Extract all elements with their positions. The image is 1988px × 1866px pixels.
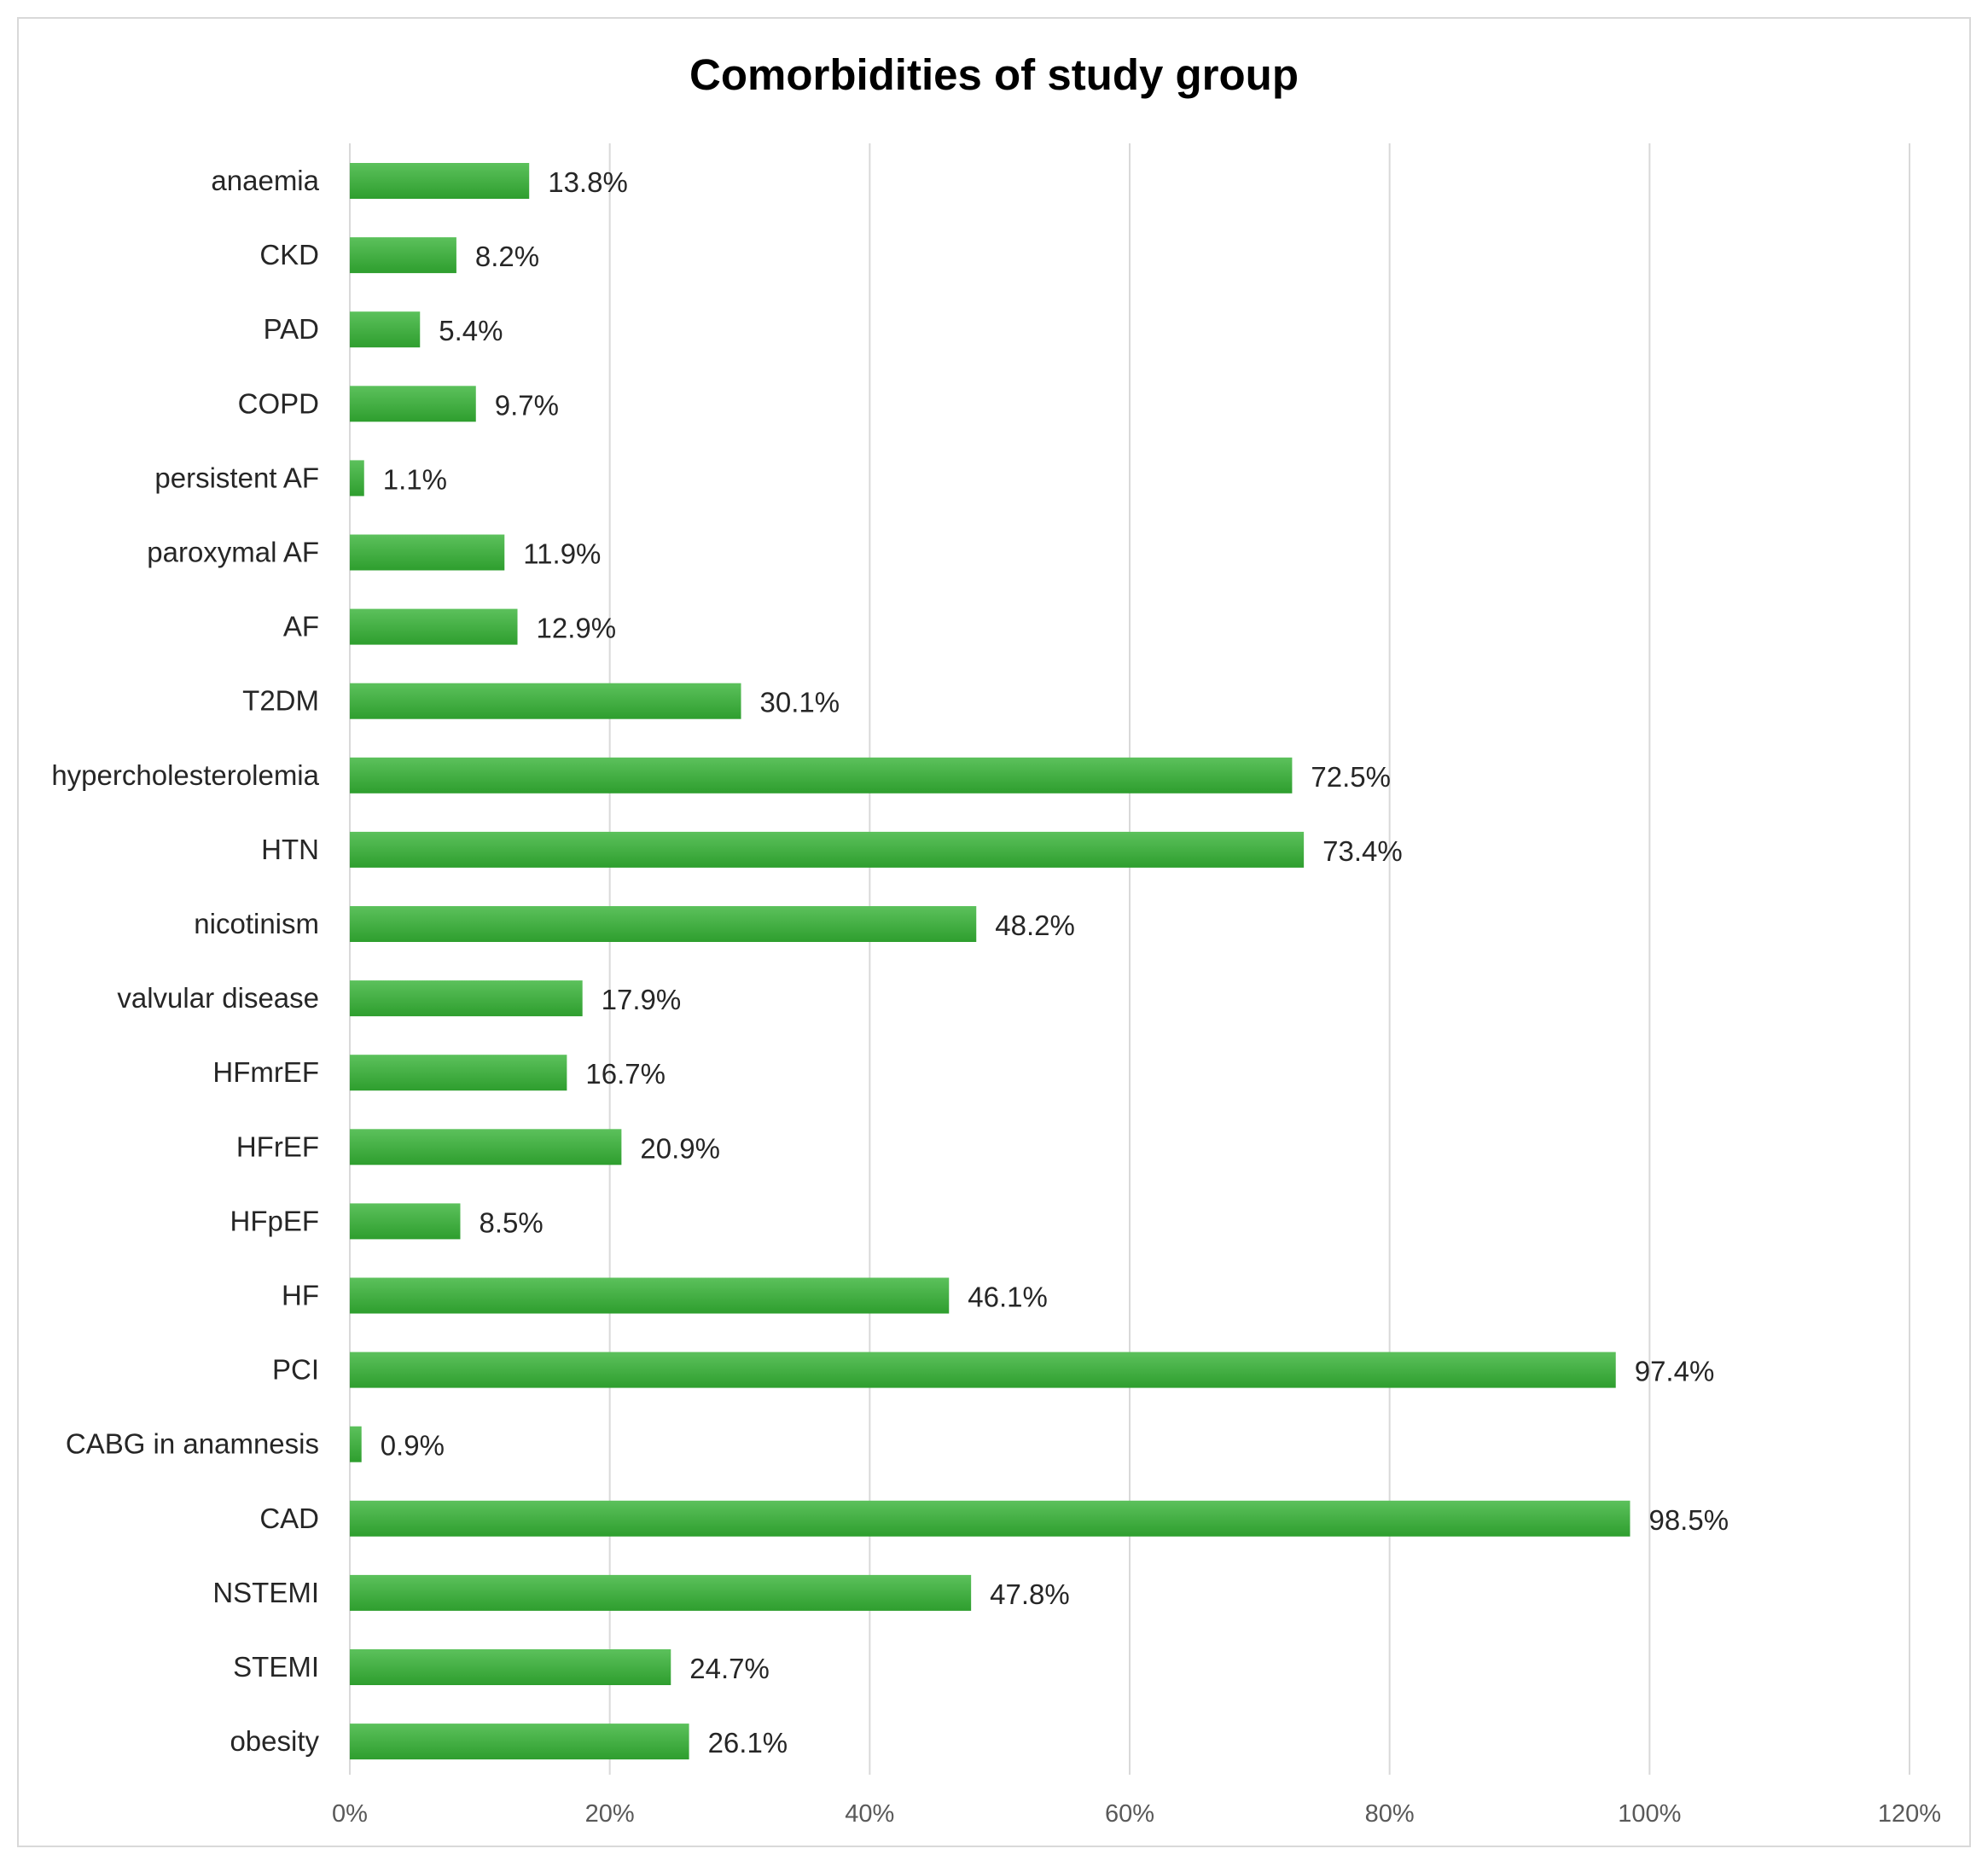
category-label: CAD (259, 1503, 319, 1534)
value-label: 98.5% (1648, 1504, 1729, 1536)
value-label: 8.2% (475, 241, 539, 272)
bar (350, 980, 583, 1017)
bar (350, 608, 518, 645)
bar (350, 534, 505, 571)
category-label: obesity (230, 1725, 319, 1757)
value-label: 47.8% (990, 1578, 1070, 1610)
bar (350, 683, 741, 719)
category-label: CKD (259, 239, 319, 270)
value-label: 5.4% (439, 315, 503, 346)
bar (350, 237, 456, 274)
x-tick-label: 120% (1878, 1800, 1941, 1828)
category-label: STEMI (233, 1651, 319, 1683)
value-label: 72.5% (1311, 761, 1391, 793)
bar (350, 386, 476, 422)
value-label: 17.9% (602, 984, 682, 1015)
value-label: 73.4% (1322, 835, 1403, 867)
category-label: T2DM (242, 685, 319, 717)
x-tick-label: 0% (332, 1800, 368, 1828)
category-label: HFpEF (230, 1205, 319, 1236)
bar (350, 1500, 1631, 1537)
chart-frame (17, 17, 1971, 1847)
value-label: 11.9% (523, 538, 601, 570)
value-label: 1.1% (383, 463, 447, 495)
bar (350, 757, 1293, 793)
chart-title: Comorbidities of study group (689, 50, 1299, 99)
category-label: PAD (264, 313, 319, 345)
value-label: 13.8% (548, 166, 628, 198)
x-tick-label: 60% (1105, 1800, 1154, 1828)
category-label: NSTEMI (212, 1577, 319, 1608)
bar (350, 831, 1305, 868)
value-label: 46.1% (968, 1282, 1048, 1313)
bar (350, 1203, 461, 1240)
category-label: hypercholesterolemia (51, 759, 319, 791)
value-labels: 13.8% 8.2% 5.4% 9.7% 1.1% 11.9% 12.9% 30.1% 72.5… (381, 166, 1729, 1758)
bar (350, 1129, 622, 1166)
category-labels: anaemia CKD PAD COPD persistent AF paroxymal … (51, 165, 319, 1757)
category-label: HFrEF (236, 1131, 319, 1162)
x-tick-label: 20% (585, 1800, 635, 1828)
category-label: valvular disease (117, 982, 319, 1014)
category-label: paroxymal AF (147, 537, 319, 568)
category-label: PCI (272, 1354, 319, 1386)
value-label: 26.1% (708, 1727, 788, 1758)
bar (350, 163, 530, 199)
category-label: anaemia (211, 165, 319, 196)
bar (350, 311, 421, 348)
bar (350, 906, 977, 942)
category-label: HFmrEF (212, 1056, 319, 1088)
category-label: persistent AF (154, 462, 319, 493)
value-label: 9.7% (495, 389, 559, 421)
bar (350, 460, 364, 497)
category-label: COPD (238, 387, 319, 419)
value-label: 8.5% (479, 1206, 543, 1238)
bar (350, 1277, 950, 1314)
x-tick-label: 100% (1618, 1800, 1681, 1828)
value-label: 48.2% (995, 910, 1075, 941)
value-label: 30.1% (760, 687, 840, 718)
bar (350, 1574, 972, 1611)
category-label: CABG in anamnesis (66, 1428, 319, 1460)
x-axis-ticks: 0% 20% 40% 60% 80% 100% 120% (332, 1800, 1941, 1828)
bars (350, 163, 1631, 1760)
category-label: AF (283, 611, 319, 642)
bar (350, 1426, 362, 1462)
value-label: 16.7% (585, 1058, 666, 1090)
value-label: 97.4% (1635, 1356, 1715, 1387)
category-label: HF (282, 1280, 319, 1311)
bar (350, 1724, 689, 1760)
x-tick-label: 40% (845, 1800, 894, 1828)
category-label: HTN (261, 834, 319, 865)
value-label: 0.9% (381, 1430, 445, 1462)
value-label: 24.7% (689, 1653, 770, 1684)
value-label: 12.9% (537, 613, 617, 644)
bar (350, 1352, 1616, 1388)
category-label: nicotinism (194, 908, 319, 939)
value-label: 20.9% (640, 1132, 720, 1164)
x-tick-label: 80% (1365, 1800, 1415, 1828)
bar (350, 1649, 671, 1685)
bar (350, 1055, 567, 1091)
